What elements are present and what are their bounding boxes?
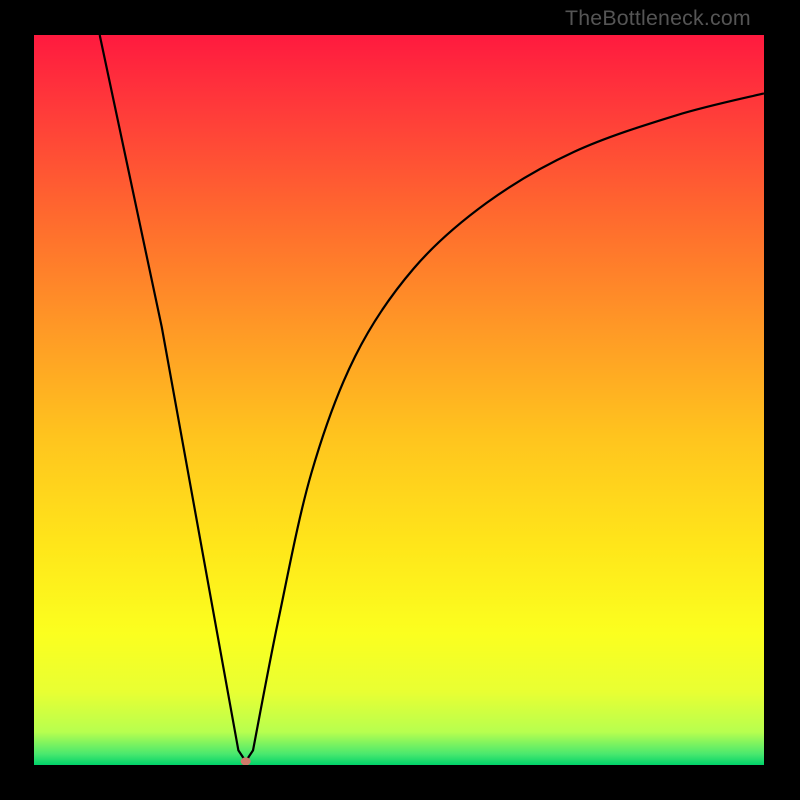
sweet-spot-marker <box>241 757 251 765</box>
plot-area <box>34 35 764 765</box>
watermark-text: TheBottleneck.com <box>565 6 751 31</box>
bottleneck-curve <box>34 35 764 765</box>
bottleneck-path <box>100 35 764 761</box>
